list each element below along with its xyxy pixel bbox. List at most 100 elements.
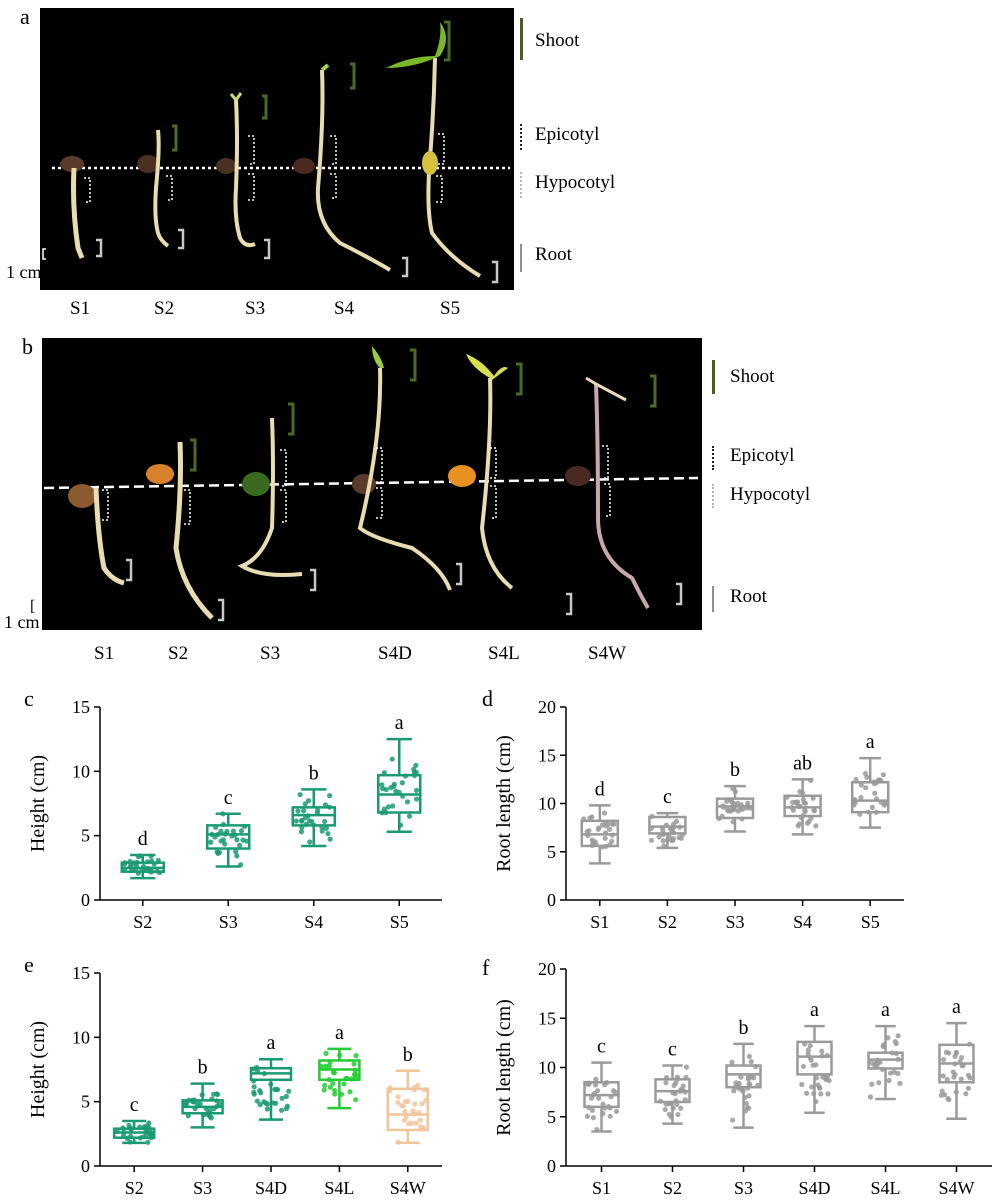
data-point-e-2-2 bbox=[278, 1107, 285, 1113]
data-point-f-3-22 bbox=[805, 1047, 811, 1053]
data-point-f-4-11 bbox=[897, 1080, 903, 1086]
legend-hypocotyl-a: Hypocotyl bbox=[535, 172, 616, 193]
data-point-e-4-24 bbox=[402, 1099, 409, 1105]
data-point-e-4-11 bbox=[399, 1102, 405, 1109]
stage-label-b-6: S4W bbox=[588, 643, 626, 664]
sig-label-e-4: b bbox=[403, 1044, 413, 1066]
data-point-d-1-19 bbox=[656, 834, 662, 840]
data-point-d-4-17 bbox=[872, 790, 878, 796]
sig-label-d-1: c bbox=[663, 786, 672, 808]
y-tick-label-d-0: 0 bbox=[547, 890, 556, 910]
data-point-f-0-15 bbox=[593, 1076, 599, 1082]
x-tick-label-f-2: S3 bbox=[734, 1178, 753, 1198]
data-point-e-2-11 bbox=[254, 1098, 260, 1104]
box-f-3 bbox=[796, 1040, 833, 1076]
y-tick-label-e-3: 15 bbox=[72, 963, 90, 983]
data-point-e-2-21 bbox=[251, 1084, 257, 1090]
x-tick-label-d-1: S2 bbox=[658, 912, 677, 932]
data-point-f-5-16 bbox=[950, 1069, 956, 1075]
data-point-f-3-14 bbox=[815, 1082, 821, 1088]
data-point-c-3-19 bbox=[390, 803, 396, 809]
data-point-d-3-18 bbox=[801, 800, 807, 806]
data-point-f-5-22 bbox=[963, 1091, 969, 1097]
panel-letter-b: b bbox=[22, 334, 33, 359]
y-tick-label-e-2: 10 bbox=[72, 1027, 90, 1047]
data-point-c-3-0 bbox=[406, 813, 413, 819]
sig-label-d-4: a bbox=[866, 731, 875, 753]
data-point-e-1-27 bbox=[207, 1107, 213, 1114]
y-tick-label-f-4: 20 bbox=[538, 959, 556, 979]
x-tick-label-c-1: S3 bbox=[219, 912, 238, 932]
data-point-f-2-21 bbox=[745, 1074, 751, 1081]
stage-label-b-1: S1 bbox=[94, 643, 115, 664]
x-tick-label-f-3: S4D bbox=[798, 1178, 830, 1198]
legend-root-swatch-a bbox=[520, 244, 522, 272]
seedling-photo-a bbox=[40, 8, 514, 290]
x-tick-label-e-4: S4W bbox=[390, 1178, 426, 1198]
y-tick-label-c-0: 0 bbox=[81, 890, 90, 910]
sig-label-e-3: a bbox=[335, 1022, 344, 1044]
sig-label-c-2: b bbox=[309, 762, 319, 784]
data-point-d-0-13 bbox=[592, 839, 598, 845]
legend-hypocotyl-b: Hypocotyl bbox=[730, 484, 811, 505]
box-c-2 bbox=[291, 806, 336, 827]
data-point-e-4-19 bbox=[402, 1109, 408, 1115]
legend-root-swatch-b bbox=[712, 586, 714, 612]
panel-letter-c: c bbox=[24, 686, 34, 711]
data-point-f-5-7 bbox=[939, 1088, 945, 1094]
data-point-e-3-3 bbox=[353, 1053, 359, 1059]
data-point-f-1-17 bbox=[662, 1106, 668, 1113]
sig-label-e-0: c bbox=[130, 1094, 139, 1116]
data-point-f-4-22 bbox=[869, 1060, 875, 1066]
x-tick-label-f-1: S2 bbox=[663, 1178, 682, 1198]
x-tick-label-d-4: S5 bbox=[861, 912, 880, 932]
data-point-e-3-1 bbox=[351, 1061, 357, 1067]
data-point-f-5-11 bbox=[940, 1056, 947, 1063]
data-point-f-5-17 bbox=[945, 1096, 951, 1102]
y-tick-label-f-2: 10 bbox=[538, 1058, 556, 1078]
data-point-e-3-14 bbox=[322, 1082, 328, 1089]
sig-label-d-2: b bbox=[730, 759, 740, 781]
data-point-f-4-14 bbox=[869, 1081, 875, 1087]
data-point-e-3-7 bbox=[330, 1080, 336, 1086]
y-tick-label-e-0: 0 bbox=[81, 1156, 90, 1176]
panel-letter-a: a bbox=[20, 4, 30, 29]
data-point-d-0-20 bbox=[609, 838, 615, 844]
x-tick-label-f-4: S4L bbox=[870, 1178, 900, 1198]
legend-shoot-swatch-b bbox=[712, 360, 715, 394]
data-point-c-2-22 bbox=[306, 818, 313, 824]
data-point-d-0-23 bbox=[586, 828, 592, 834]
data-point-f-4-8 bbox=[887, 1070, 893, 1076]
data-point-f-0-20 bbox=[607, 1113, 613, 1119]
data-point-d-3-1 bbox=[796, 821, 803, 827]
data-point-d-4-1 bbox=[880, 772, 886, 778]
data-point-f-2-14 bbox=[731, 1088, 737, 1094]
data-point-e-4-13 bbox=[395, 1094, 401, 1100]
data-point-e-1-23 bbox=[197, 1101, 203, 1107]
data-point-f-4-20 bbox=[893, 1040, 899, 1047]
data-point-e-3-8 bbox=[319, 1063, 325, 1070]
data-point-f-0-25 bbox=[612, 1089, 618, 1095]
data-point-d-3-21 bbox=[790, 807, 796, 813]
data-point-f-4-15 bbox=[886, 1077, 892, 1084]
data-point-e-2-17 bbox=[284, 1103, 291, 1109]
data-point-c-2-5 bbox=[327, 836, 333, 842]
data-point-c-3-24 bbox=[413, 796, 420, 802]
data-point-d-3-19 bbox=[795, 799, 801, 805]
data-point-e-3-9 bbox=[341, 1081, 347, 1087]
data-point-c-1-21 bbox=[243, 838, 250, 844]
data-point-d-3-25 bbox=[806, 818, 812, 825]
data-point-c-1-11 bbox=[234, 837, 240, 843]
y-tick-label-e-1: 5 bbox=[81, 1092, 90, 1112]
data-point-e-1-17 bbox=[216, 1101, 222, 1107]
data-point-f-3-26 bbox=[819, 1048, 825, 1054]
data-point-f-0-22 bbox=[584, 1113, 590, 1119]
data-point-d-3-2 bbox=[813, 823, 819, 829]
data-point-d-3-26 bbox=[811, 807, 817, 813]
box-f-2 bbox=[725, 1064, 762, 1089]
box-d-2 bbox=[715, 797, 755, 820]
data-point-e-3-0 bbox=[353, 1097, 359, 1103]
data-point-d-1-24 bbox=[648, 837, 655, 843]
data-point-c-1-2 bbox=[233, 849, 239, 855]
